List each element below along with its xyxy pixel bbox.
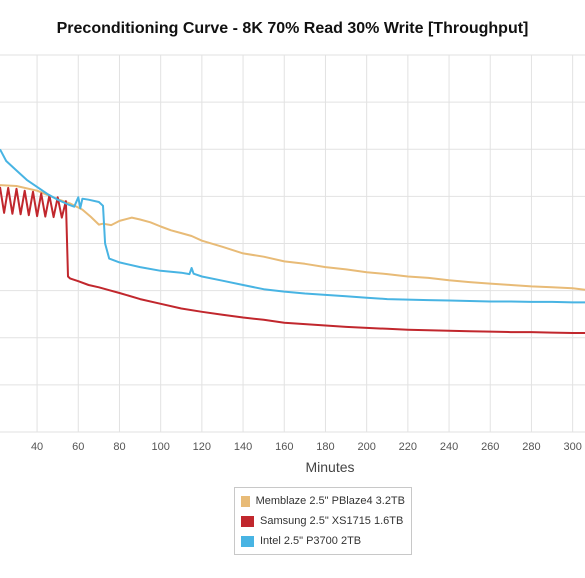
x-tick-label: 240 [440,441,458,453]
grid [0,54,585,433]
x-tick-label: 140 [234,441,252,453]
x-tick-label: 40 [31,441,43,453]
x-axis-title: Minutes [305,459,354,475]
x-tick-label: 120 [193,441,211,453]
x-tick-label: 180 [316,441,334,453]
legend-item-intel[interactable]: Intel 2.5" P3700 2TB [241,531,405,551]
x-tick-label: 220 [399,441,417,453]
x-tick-label: 160 [275,441,293,453]
legend-item-samsung[interactable]: Samsung 2.5" XS1715 1.6TB [241,511,405,531]
series-line-samsung [0,186,585,334]
legend-swatch-intel [241,535,254,547]
x-tick-label: 60 [72,441,84,453]
legend-item-memblaze[interactable]: Memblaze 2.5" PBlaze4 3.2TB [241,491,405,511]
x-tick-label: 100 [151,441,169,453]
x-tick-label: 300 [563,441,581,453]
legend-swatch-samsung [241,515,254,527]
series-line-intel [0,148,585,304]
legend-label-samsung: Samsung 2.5" XS1715 1.6TB [260,515,404,527]
x-tick-label: 260 [481,441,499,453]
x-tick-label: 280 [522,441,540,453]
chart-title: Preconditioning Curve - 8K 70% Read 30% … [56,20,529,37]
legend-label-intel: Intel 2.5" P3700 2TB [260,535,362,547]
legend-swatch-memblaze [241,495,250,507]
x-tick-label: 200 [357,441,375,453]
series-lines [0,148,585,334]
x-tick-labels: 40 60 80 100 120 140 160 180 200 220 240 260 280 300 [31,441,582,453]
legend-label-memblaze: Memblaze 2.5" PBlaze4 3.2TB [255,495,405,507]
x-tick-label: 80 [113,441,125,453]
series-line-memblaze [0,184,585,291]
legend: Memblaze 2.5" PBlaze4 3.2TB Samsung 2.5"… [234,487,412,555]
